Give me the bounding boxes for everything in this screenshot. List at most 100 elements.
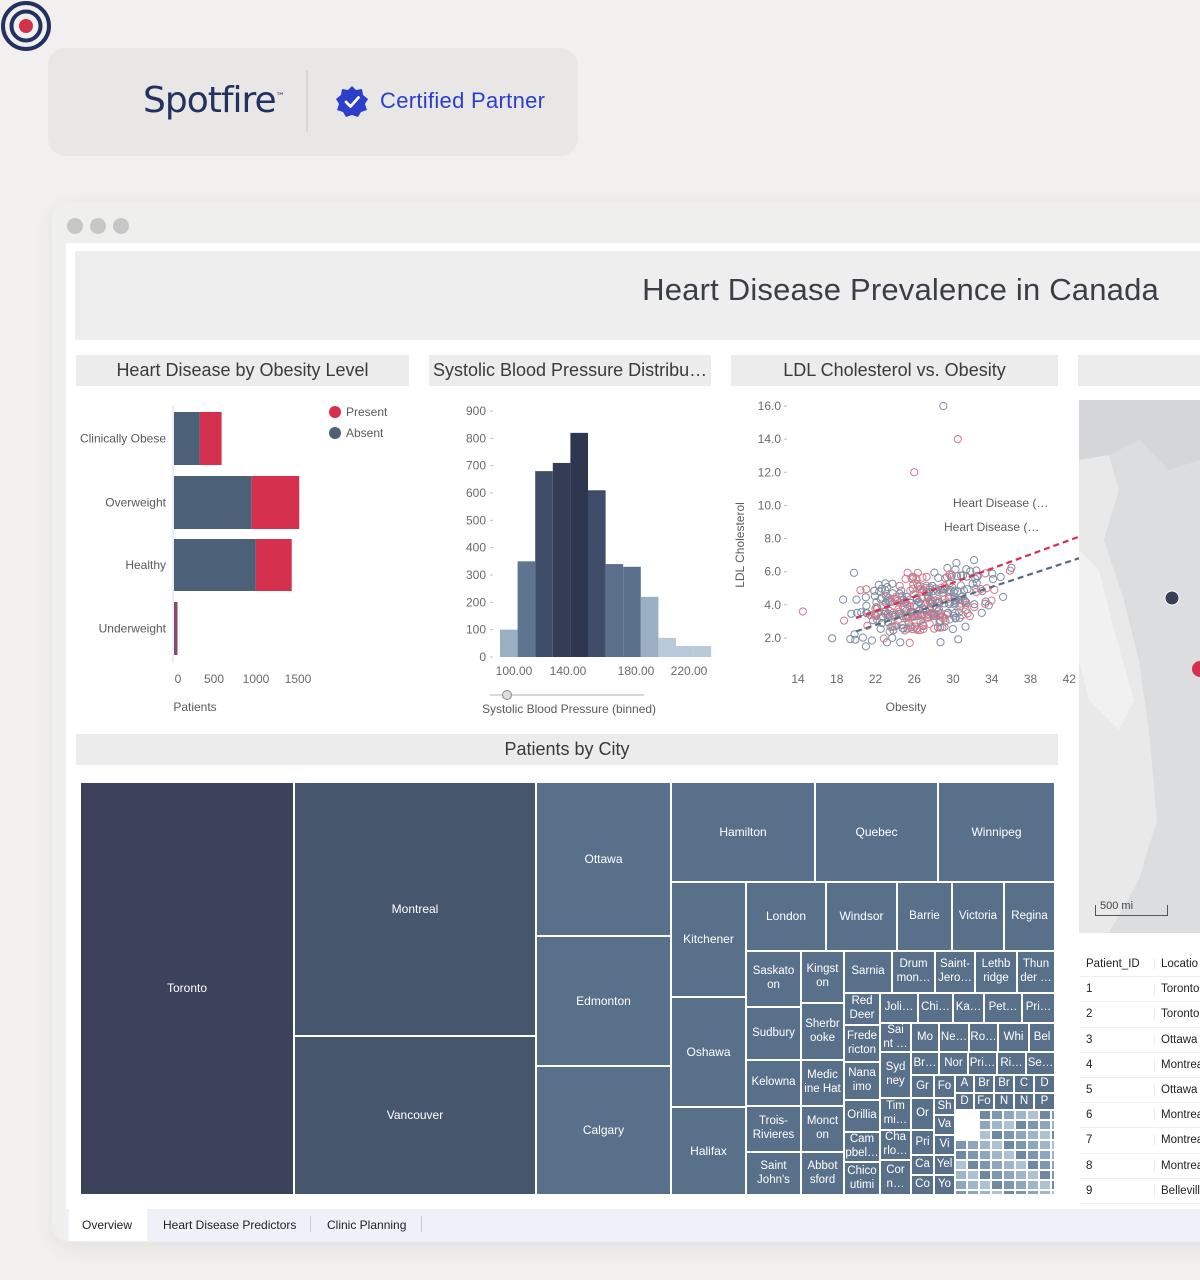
scatter-point[interactable]: [928, 587, 937, 596]
treemap-cell[interactable]: Regina: [1004, 882, 1055, 951]
map-marker-1[interactable]: [1164, 590, 1180, 606]
treemap-cell[interactable]: Cor n…: [880, 1160, 911, 1195]
scatter-point[interactable]: [906, 621, 915, 630]
scatter-point[interactable]: [877, 613, 886, 622]
scatter-point[interactable]: [913, 625, 922, 635]
treemap-cell[interactable]: Toronto: [80, 782, 294, 1195]
treemap-cell-small[interactable]: [979, 1120, 991, 1130]
treemap-cell-small[interactable]: [979, 1170, 991, 1180]
treemap-cell-small[interactable]: [1003, 1190, 1015, 1195]
scatter-point[interactable]: [953, 587, 962, 596]
histogram-bar[interactable]: [552, 462, 571, 657]
treemap-cell[interactable]: N: [994, 1093, 1014, 1110]
treemap-cell-small[interactable]: [1039, 1180, 1051, 1190]
bar-present[interactable]: [176, 602, 178, 655]
treemap-cell[interactable]: Drum mon…: [892, 951, 935, 993]
histogram-bar[interactable]: [623, 566, 641, 657]
scatter-point[interactable]: [934, 607, 943, 616]
scatter-point[interactable]: [934, 573, 943, 582]
scatter-point[interactable]: [913, 579, 922, 589]
treemap-cell-small[interactable]: [1015, 1170, 1027, 1180]
scatter-point[interactable]: [951, 613, 960, 622]
scatter-point[interactable]: [954, 635, 963, 644]
treemap-cell-small[interactable]: [967, 1160, 979, 1170]
window-minimize-dot[interactable]: [90, 218, 106, 234]
treemap-cell[interactable]: Mo: [911, 1023, 939, 1052]
bar-present[interactable]: [255, 539, 292, 591]
scatter-point[interactable]: [949, 588, 958, 597]
treemap-cell-small[interactable]: [1039, 1150, 1051, 1160]
scatter-point[interactable]: [950, 608, 960, 618]
treemap-cell[interactable]: Bel: [1029, 1023, 1055, 1052]
treemap-cell-small[interactable]: [1003, 1130, 1015, 1140]
treemap-cell-small[interactable]: [1015, 1160, 1027, 1170]
scatter-point[interactable]: [888, 610, 897, 619]
treemap-cell[interactable]: London: [746, 882, 826, 951]
treemap-cell[interactable]: Vancouver: [294, 1036, 536, 1195]
treemap-cell[interactable]: Gr: [911, 1075, 934, 1098]
treemap-cell[interactable]: Nor: [939, 1052, 968, 1075]
treemap-cell[interactable]: Lethb ridge: [975, 951, 1017, 993]
scatter-point[interactable]: [961, 600, 970, 609]
bar-absent[interactable]: [174, 602, 176, 655]
scatter-point[interactable]: [947, 573, 956, 582]
histogram-bar[interactable]: [693, 646, 712, 657]
treemap-cell[interactable]: Winnipeg: [938, 782, 1055, 882]
treemap-cell-small[interactable]: [1027, 1160, 1039, 1170]
scatter-point[interactable]: [867, 636, 876, 645]
scatter-point[interactable]: [839, 595, 848, 604]
scatter-point[interactable]: [972, 578, 981, 587]
scatter-point[interactable]: [999, 592, 1008, 601]
scatter-point[interactable]: [925, 619, 934, 628]
bar-present[interactable]: [199, 412, 222, 465]
scatter-point[interactable]: [978, 587, 987, 596]
treemap-cell-small[interactable]: [1039, 1170, 1051, 1180]
treemap-cell-small[interactable]: [1051, 1170, 1055, 1180]
scatter-point[interactable]: [798, 607, 807, 616]
scatter-point[interactable]: [896, 638, 905, 647]
treemap-cell-small[interactable]: [1003, 1180, 1015, 1190]
scatter-point[interactable]: [968, 579, 977, 588]
treemap-cell[interactable]: Fo: [934, 1075, 955, 1098]
scatter-point[interactable]: [929, 612, 938, 621]
scatter-point[interactable]: [904, 618, 913, 628]
scatter-point[interactable]: [889, 626, 898, 635]
scatter-point[interactable]: [941, 574, 950, 583]
scatter-point[interactable]: [927, 599, 936, 608]
treemap-cell-small[interactable]: [1051, 1120, 1055, 1130]
treemap-cell[interactable]: D: [955, 1093, 974, 1110]
treemap-cell[interactable]: Va: [934, 1115, 955, 1135]
window-close-dot[interactable]: [67, 218, 83, 234]
bp-histogram[interactable]: 0 100 200 300 400 500 600 700 800 900 100.00 140.00…: [429, 395, 719, 725]
treemap-cell-small[interactable]: [1051, 1110, 1055, 1120]
treemap-cell[interactable]: Saint-Jero…: [935, 951, 975, 993]
treemap-cell[interactable]: Saint John's: [746, 1152, 801, 1195]
scatter-point[interactable]: [912, 574, 921, 583]
scatter-point[interactable]: [951, 565, 960, 574]
bar-absent[interactable]: [174, 539, 256, 591]
treemap-cell[interactable]: Ri…: [997, 1052, 1026, 1075]
histogram-bar[interactable]: [570, 432, 588, 657]
scatter-point[interactable]: [870, 610, 879, 619]
scatter-point[interactable]: [882, 638, 891, 647]
scatter-point[interactable]: [948, 625, 957, 634]
treemap-cell[interactable]: Or: [911, 1098, 934, 1130]
scatter-point[interactable]: [987, 596, 996, 605]
scatter-point[interactable]: [870, 586, 879, 595]
treemap-cell[interactable]: Trois-Rivieres: [746, 1106, 801, 1152]
scatter-point[interactable]: [940, 613, 949, 623]
treemap-cell[interactable]: Barrie: [897, 882, 952, 951]
scatter-point[interactable]: [970, 603, 979, 612]
map-marker-2[interactable]: [1191, 660, 1200, 678]
treemap-cell-small[interactable]: [1003, 1150, 1015, 1160]
histogram-bar[interactable]: [588, 490, 606, 657]
scatter-point[interactable]: [953, 572, 962, 581]
scatter-point[interactable]: [955, 613, 964, 622]
treemap-cell[interactable]: Co: [911, 1175, 934, 1195]
scatter-point[interactable]: [971, 574, 980, 583]
treemap-cell[interactable]: P: [1034, 1093, 1055, 1110]
treemap-cell[interactable]: Nana imo: [844, 1062, 880, 1100]
scatter-point[interactable]: [840, 616, 849, 625]
treemap-cell-small[interactable]: [979, 1160, 991, 1170]
treemap-cell[interactable]: Syd ney: [880, 1052, 911, 1098]
